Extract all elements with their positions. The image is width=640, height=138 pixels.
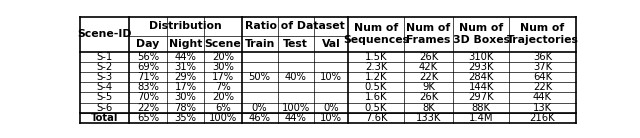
Text: 37K: 37K bbox=[533, 62, 552, 72]
Text: S-2: S-2 bbox=[97, 62, 113, 72]
Text: 1.6K: 1.6K bbox=[365, 92, 387, 103]
Text: 22%: 22% bbox=[137, 103, 159, 113]
Text: 20%: 20% bbox=[212, 92, 234, 103]
Text: 9K: 9K bbox=[422, 82, 435, 92]
Text: 29%: 29% bbox=[174, 72, 196, 82]
Text: 78%: 78% bbox=[175, 103, 196, 113]
Text: 30%: 30% bbox=[175, 92, 196, 103]
Text: 100%: 100% bbox=[209, 113, 237, 123]
Text: Total: Total bbox=[91, 113, 118, 123]
Text: Day: Day bbox=[136, 39, 159, 49]
Text: Scene-ID: Scene-ID bbox=[77, 29, 132, 39]
Text: 297K: 297K bbox=[468, 92, 494, 103]
Text: 13K: 13K bbox=[533, 103, 552, 113]
Text: 44K: 44K bbox=[533, 92, 552, 103]
Text: 6%: 6% bbox=[215, 103, 231, 113]
Text: 10%: 10% bbox=[320, 72, 342, 82]
Text: 69%: 69% bbox=[137, 62, 159, 72]
Text: Val: Val bbox=[321, 39, 340, 49]
Text: 35%: 35% bbox=[175, 113, 196, 123]
Text: 1.4M: 1.4M bbox=[469, 113, 493, 123]
Text: 0.5K: 0.5K bbox=[365, 103, 387, 113]
Text: 65%: 65% bbox=[137, 113, 159, 123]
Text: 0%: 0% bbox=[323, 103, 339, 113]
Text: 0%: 0% bbox=[252, 103, 268, 113]
Text: 22K: 22K bbox=[533, 82, 552, 92]
Text: 8K: 8K bbox=[422, 103, 435, 113]
Text: Num of
Trajectories: Num of Trajectories bbox=[506, 23, 579, 45]
Text: 64K: 64K bbox=[533, 72, 552, 82]
Text: Train: Train bbox=[244, 39, 275, 49]
Text: 26K: 26K bbox=[419, 92, 438, 103]
Text: 7%: 7% bbox=[215, 82, 231, 92]
Text: 46%: 46% bbox=[249, 113, 271, 123]
Text: 83%: 83% bbox=[137, 82, 159, 92]
Text: S-1: S-1 bbox=[97, 52, 113, 62]
Text: 88K: 88K bbox=[472, 103, 491, 113]
Text: 40%: 40% bbox=[285, 72, 307, 82]
Text: 10%: 10% bbox=[320, 113, 342, 123]
Text: Distribution: Distribution bbox=[149, 21, 222, 31]
Text: 17%: 17% bbox=[212, 72, 234, 82]
Text: Scene: Scene bbox=[205, 39, 241, 49]
Text: 133K: 133K bbox=[416, 113, 441, 123]
Text: S-6: S-6 bbox=[97, 103, 113, 113]
Text: 284K: 284K bbox=[468, 72, 493, 82]
Text: 30%: 30% bbox=[212, 62, 234, 72]
Text: 216K: 216K bbox=[530, 113, 556, 123]
Text: 26K: 26K bbox=[419, 52, 438, 62]
Text: 144K: 144K bbox=[468, 82, 493, 92]
Text: Num of
Sequences: Num of Sequences bbox=[343, 23, 409, 45]
Text: S-3: S-3 bbox=[97, 72, 113, 82]
Text: S-4: S-4 bbox=[97, 82, 113, 92]
Text: Ratio of Dataset: Ratio of Dataset bbox=[245, 21, 345, 31]
Text: 310K: 310K bbox=[468, 52, 493, 62]
Text: Num of
Frames: Num of Frames bbox=[406, 23, 451, 45]
Text: 44%: 44% bbox=[285, 113, 307, 123]
Text: Num of
3D Boxes: Num of 3D Boxes bbox=[452, 23, 509, 45]
Text: 44%: 44% bbox=[175, 52, 196, 62]
Text: 100%: 100% bbox=[282, 103, 310, 113]
Text: 2.3K: 2.3K bbox=[365, 62, 387, 72]
Text: 293K: 293K bbox=[468, 62, 494, 72]
Text: 42K: 42K bbox=[419, 62, 438, 72]
Text: 50%: 50% bbox=[249, 72, 271, 82]
Text: 7.6K: 7.6K bbox=[365, 113, 387, 123]
Text: 0.5K: 0.5K bbox=[365, 82, 387, 92]
Text: 31%: 31% bbox=[175, 62, 196, 72]
Text: 1.2K: 1.2K bbox=[365, 72, 387, 82]
Text: Test: Test bbox=[284, 39, 308, 49]
Text: 71%: 71% bbox=[137, 72, 159, 82]
Text: S-5: S-5 bbox=[97, 92, 113, 103]
Text: 20%: 20% bbox=[212, 52, 234, 62]
Text: 1.5K: 1.5K bbox=[365, 52, 387, 62]
Text: Night: Night bbox=[169, 39, 202, 49]
Text: 22K: 22K bbox=[419, 72, 438, 82]
Text: 36K: 36K bbox=[533, 52, 552, 62]
Text: 70%: 70% bbox=[137, 92, 159, 103]
Text: 17%: 17% bbox=[174, 82, 196, 92]
Text: 56%: 56% bbox=[137, 52, 159, 62]
